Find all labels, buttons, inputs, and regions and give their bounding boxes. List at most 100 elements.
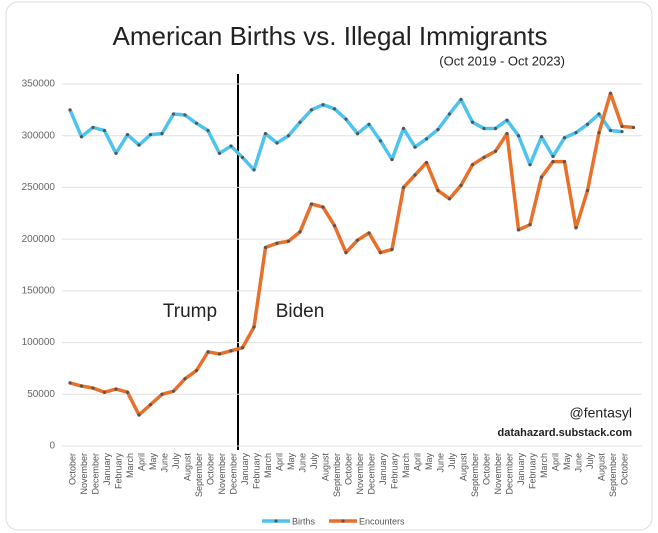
x-tick-label: April	[412, 453, 422, 471]
x-tick-label: July	[309, 453, 319, 470]
point	[390, 247, 394, 252]
x-tick-label: September	[332, 453, 342, 497]
point	[367, 231, 371, 235]
point	[114, 387, 118, 391]
x-tick-label: May	[562, 453, 572, 471]
point	[470, 120, 475, 124]
x-tick-label: March	[401, 453, 411, 478]
point	[252, 325, 256, 329]
point	[378, 250, 383, 255]
point	[424, 137, 429, 141]
point	[217, 151, 222, 155]
point	[68, 381, 72, 385]
x-tick-label: November	[355, 453, 365, 495]
point	[597, 112, 601, 116]
point	[482, 155, 486, 160]
y-tick-label: 50000	[27, 389, 55, 400]
point	[574, 131, 578, 135]
point	[229, 349, 233, 353]
x-tick-label: January	[240, 453, 250, 486]
point	[551, 154, 555, 158]
x-tick-label: May	[286, 453, 296, 471]
x-tick-label: August	[596, 453, 606, 482]
point	[562, 136, 567, 140]
point	[505, 132, 509, 136]
annotation: Biden	[276, 301, 325, 322]
point	[539, 135, 544, 139]
x-tick-label: April	[136, 453, 146, 471]
x-tick-label: April	[550, 453, 560, 471]
point	[482, 126, 486, 131]
point	[378, 139, 383, 143]
x-tick-label: May	[424, 453, 434, 471]
point	[137, 413, 141, 417]
point	[148, 403, 153, 407]
point	[171, 112, 176, 116]
annotation: datahazard.substack.com	[498, 427, 633, 439]
point	[309, 108, 314, 112]
y-tick-label: 300000	[22, 130, 56, 141]
point	[206, 350, 210, 354]
point	[298, 230, 302, 234]
point	[160, 392, 164, 396]
point	[183, 377, 187, 381]
legend-dot	[341, 519, 345, 523]
point	[493, 126, 498, 131]
point	[252, 168, 256, 172]
point	[229, 144, 233, 148]
x-tick-label: August	[458, 453, 468, 482]
point	[608, 128, 613, 133]
point	[562, 159, 567, 164]
point	[620, 129, 624, 134]
point	[367, 122, 371, 126]
point	[608, 91, 613, 95]
y-tick-label: 350000	[22, 79, 56, 90]
x-tick-label: February	[527, 453, 537, 490]
y-tick-label: 150000	[22, 285, 56, 296]
point	[528, 163, 532, 167]
point	[286, 239, 291, 243]
point	[447, 112, 452, 116]
annotation: @fentasyl	[570, 405, 632, 421]
point	[332, 107, 337, 111]
x-tick-label: February	[113, 453, 123, 490]
point	[194, 368, 199, 373]
legend-label: Births	[292, 516, 316, 526]
x-tick-label: December	[228, 453, 238, 495]
x-tick-label: October	[67, 453, 77, 485]
point	[114, 151, 118, 155]
y-tick-label: 250000	[22, 182, 56, 193]
point	[309, 202, 314, 206]
point	[493, 149, 498, 153]
point	[137, 143, 141, 147]
legend-label: Encounters	[359, 516, 405, 526]
x-tick-label: November	[79, 453, 89, 495]
x-tick-label: December	[366, 453, 376, 495]
point	[148, 133, 153, 137]
point	[424, 161, 429, 165]
legend-dot	[274, 519, 278, 523]
x-tick-label: April	[274, 453, 284, 471]
point	[401, 185, 406, 190]
point	[263, 132, 268, 136]
point	[413, 173, 417, 177]
point	[275, 141, 279, 145]
annotation: Trump	[163, 301, 217, 322]
x-tick-label: June	[573, 453, 583, 473]
y-tick-label: 200000	[22, 234, 56, 245]
point	[459, 183, 463, 187]
x-tick-label: March	[263, 453, 273, 478]
point	[68, 108, 72, 112]
point	[217, 352, 222, 356]
point	[263, 245, 268, 250]
point	[436, 127, 440, 132]
x-tick-label: September	[470, 453, 480, 497]
point	[355, 238, 360, 242]
x-tick-label: June	[159, 453, 169, 473]
point	[585, 188, 590, 193]
x-tick-label: October	[343, 453, 353, 485]
point	[160, 132, 164, 136]
point	[91, 386, 95, 390]
card	[5, 1, 653, 531]
